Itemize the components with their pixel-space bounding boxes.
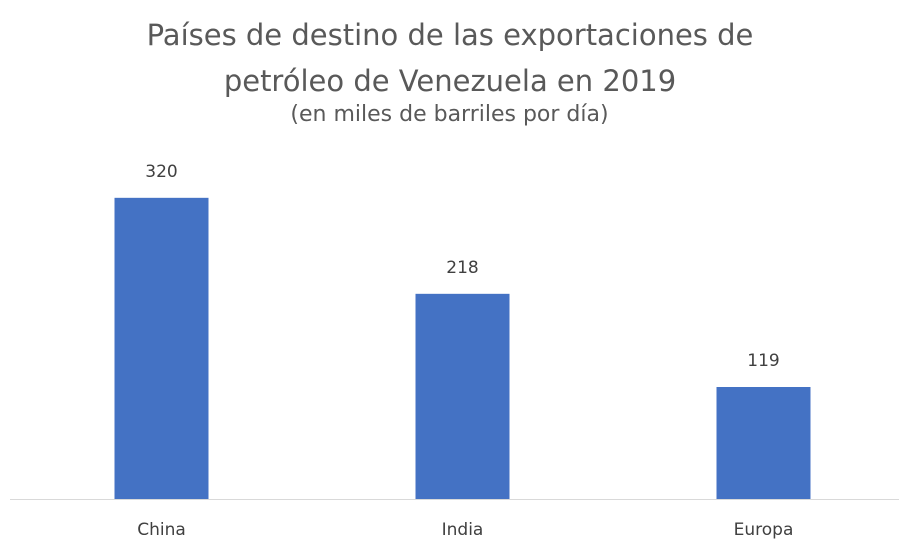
data-label: 119 xyxy=(747,351,779,371)
bar xyxy=(114,197,209,499)
x-tick-label: China xyxy=(137,520,186,540)
data-label: 320 xyxy=(145,162,177,182)
data-label: 218 xyxy=(446,258,478,278)
bar xyxy=(415,293,510,499)
x-tick-label: India xyxy=(442,520,484,540)
x-tick-label: Europa xyxy=(734,520,794,540)
chart-title: Países de destino de las exportaciones d… xyxy=(146,18,754,98)
bar xyxy=(716,387,811,499)
chart-subtitle: (en miles de barriles por día) xyxy=(290,102,609,127)
